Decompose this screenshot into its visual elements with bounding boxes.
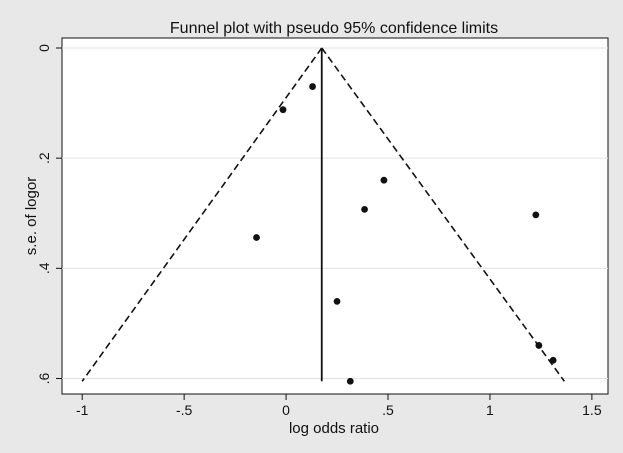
data-point xyxy=(309,83,316,90)
y-axis-label: s.e. of logor xyxy=(23,177,40,255)
plot-area xyxy=(61,37,609,395)
y-tick-label: .2 xyxy=(36,152,52,164)
funnel-right-limit xyxy=(321,47,566,382)
x-axis-label: log odds ratio xyxy=(289,420,379,437)
data-points xyxy=(253,83,557,385)
x-tick-label: 1 xyxy=(486,402,494,418)
data-point xyxy=(333,297,341,305)
x-axis: -1 -.5 0 .5 1 1.5 xyxy=(76,394,602,418)
x-tick-label: .5 xyxy=(382,402,394,418)
y-axis: 0 .2 .4 .6 xyxy=(36,44,62,384)
y-tick-label: 0 xyxy=(36,44,52,52)
gridlines xyxy=(62,47,608,379)
data-point xyxy=(361,205,368,213)
funnel-left-limit xyxy=(81,47,323,382)
data-point xyxy=(279,106,287,114)
data-point xyxy=(253,234,260,241)
data-point xyxy=(532,211,540,219)
data-point xyxy=(549,356,557,364)
data-point xyxy=(346,377,354,385)
data-point xyxy=(380,176,388,184)
y-tick-label: .6 xyxy=(36,372,52,384)
chart-title: Funnel plot with pseudo 95% confidence l… xyxy=(170,20,498,37)
funnel-lines xyxy=(81,47,566,382)
y-tick-label: .4 xyxy=(36,262,52,274)
x-tick-label: 0 xyxy=(282,402,290,418)
data-point xyxy=(535,342,543,349)
x-tick-label: 1.5 xyxy=(582,402,602,418)
x-tick-label: -.5 xyxy=(176,402,193,418)
x-tick-label: -1 xyxy=(76,402,89,418)
